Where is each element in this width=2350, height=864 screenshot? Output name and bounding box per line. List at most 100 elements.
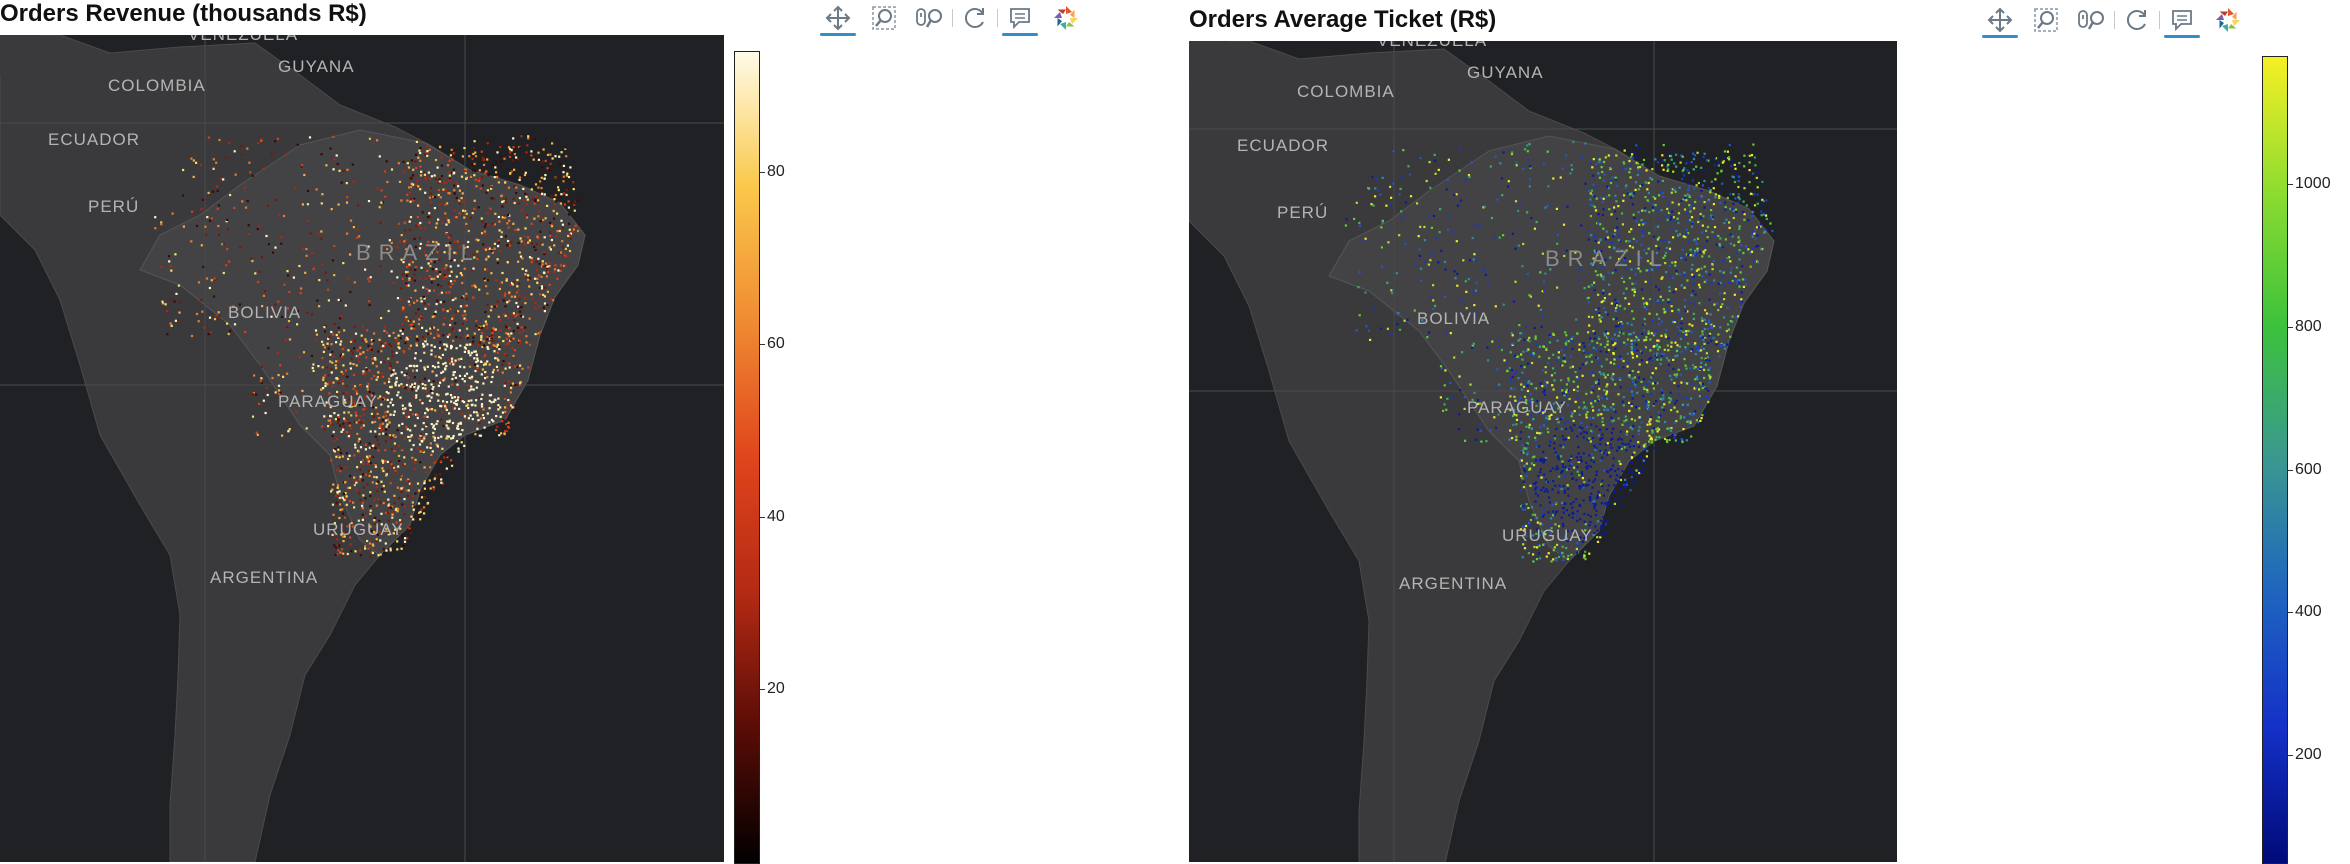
- order-point: [364, 268, 367, 271]
- order-point: [1381, 219, 1384, 222]
- order-point: [347, 411, 350, 414]
- order-point: [1490, 216, 1493, 220]
- order-point: [550, 194, 553, 198]
- order-point: [1703, 318, 1706, 321]
- order-point: [1612, 344, 1615, 347]
- order-point: [459, 272, 463, 275]
- order-point: [1532, 352, 1535, 355]
- order-point: [1666, 344, 1669, 347]
- order-point: [453, 171, 456, 174]
- order-point: [327, 337, 330, 340]
- order-point: [478, 421, 481, 424]
- order-point: [1717, 164, 1720, 167]
- order-point: [277, 384, 281, 387]
- reset-icon[interactable]: [957, 3, 993, 33]
- wheel-zoom-icon[interactable]: [2074, 5, 2110, 35]
- order-point: [361, 513, 364, 516]
- order-point: [1648, 434, 1651, 437]
- bokeh-logo-icon[interactable]: [1048, 3, 1084, 33]
- order-point: [484, 233, 487, 236]
- bokeh-logo-icon[interactable]: [2210, 5, 2246, 35]
- order-point: [1650, 178, 1654, 181]
- order-point: [472, 340, 475, 343]
- order-point: [1656, 161, 1660, 164]
- order-point: [1719, 270, 1722, 273]
- order-point: [460, 175, 464, 178]
- order-point: [1724, 206, 1727, 209]
- order-point: [1676, 348, 1679, 351]
- order-point: [339, 354, 342, 357]
- pan-icon[interactable]: [820, 3, 856, 36]
- order-point: [399, 519, 402, 522]
- order-point: [1419, 279, 1422, 282]
- order-point: [1630, 323, 1633, 326]
- order-point: [1588, 496, 1591, 499]
- order-point: [1573, 466, 1576, 469]
- order-point: [435, 443, 438, 446]
- order-point: [1672, 187, 1676, 190]
- order-point: [1616, 480, 1619, 483]
- order-point: [1657, 288, 1661, 291]
- order-point: [526, 198, 529, 201]
- order-point: [1539, 410, 1543, 413]
- order-point: [1668, 438, 1671, 442]
- order-point: [1657, 317, 1661, 320]
- order-point: [338, 544, 341, 547]
- order-point: [1693, 207, 1696, 210]
- hover-icon[interactable]: [1002, 3, 1038, 36]
- hover-icon[interactable]: [2164, 5, 2200, 38]
- order-point: [1707, 400, 1710, 404]
- order-point: [1407, 165, 1410, 168]
- order-point: [396, 510, 399, 513]
- order-point: [1700, 357, 1703, 360]
- order-point: [432, 489, 435, 492]
- order-point: [343, 426, 346, 429]
- order-point: [458, 189, 461, 192]
- reset-icon[interactable]: [2119, 5, 2155, 35]
- order-point: [1738, 227, 1741, 231]
- order-point: [427, 262, 430, 265]
- order-point: [485, 256, 488, 260]
- revenue-map[interactable]: PANAMAVENEZUELAGUYANACOLOMBIAECUADORPERÚ…: [0, 35, 724, 862]
- box-zoom-icon[interactable]: [866, 3, 902, 33]
- order-point: [417, 185, 420, 188]
- order-point: [1614, 268, 1617, 272]
- order-point: [1528, 380, 1531, 383]
- order-point: [213, 277, 216, 280]
- order-point: [371, 357, 374, 361]
- order-point: [1712, 203, 1715, 206]
- order-point: [1549, 440, 1552, 443]
- order-point: [1743, 218, 1746, 221]
- wheel-zoom-icon[interactable]: [912, 3, 948, 33]
- order-point: [1637, 376, 1641, 379]
- order-point: [1710, 282, 1713, 285]
- order-point: [1396, 323, 1399, 326]
- order-point: [1496, 368, 1499, 371]
- order-point: [1588, 324, 1591, 327]
- order-point: [1645, 269, 1648, 272]
- order-point: [1628, 401, 1631, 404]
- order-point: [424, 191, 427, 194]
- avg-ticket-map[interactable]: PANAMAVENEZUELAGUYANACOLOMBIAECUADORPERÚ…: [1189, 41, 1897, 862]
- order-point: [1760, 214, 1763, 217]
- order-point: [1574, 371, 1577, 374]
- order-point: [1695, 345, 1698, 348]
- order-point: [342, 364, 345, 367]
- order-point: [1686, 169, 1689, 172]
- order-point: [546, 167, 549, 170]
- order-point: [468, 389, 471, 392]
- order-point: [393, 494, 396, 497]
- order-point: [426, 365, 429, 368]
- order-point: [410, 159, 413, 162]
- order-point: [1640, 351, 1643, 354]
- order-point: [1455, 193, 1458, 196]
- order-point: [343, 411, 346, 414]
- pan-icon[interactable]: [1982, 5, 2018, 38]
- order-point: [1592, 502, 1595, 505]
- order-point: [496, 369, 499, 372]
- box-zoom-icon[interactable]: [2028, 5, 2064, 35]
- order-point: [1566, 205, 1569, 208]
- order-point: [479, 417, 482, 420]
- order-point: [1641, 163, 1644, 166]
- order-point: [423, 482, 426, 485]
